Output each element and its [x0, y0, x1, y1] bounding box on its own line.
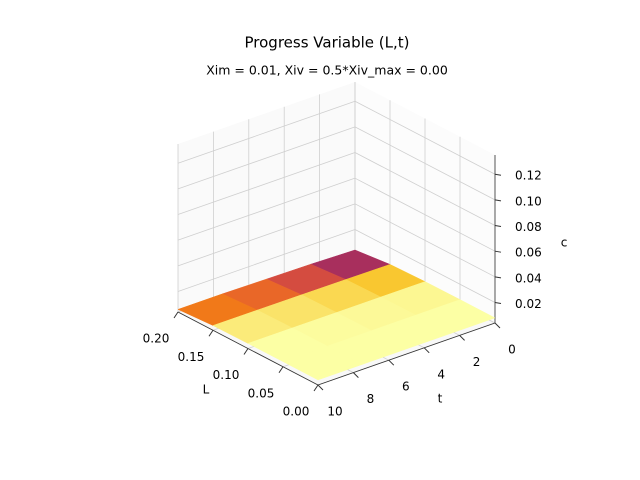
grid-line [354, 100, 496, 175]
x-axis-label: L [203, 383, 210, 397]
y-axis-line [317, 322, 496, 386]
x-tick-label: 0.10 [213, 368, 240, 382]
grid-line [354, 177, 496, 252]
z-tick-label: 0.10 [515, 194, 542, 208]
z-tick-label: 0.02 [515, 297, 542, 311]
z-tick [494, 225, 502, 228]
z-tick [494, 173, 502, 176]
y-tick [459, 335, 465, 341]
x-tick [208, 329, 214, 337]
x-tick [313, 384, 319, 392]
z-tick [494, 250, 502, 253]
grid-line [177, 203, 356, 267]
left-pane [178, 82, 355, 312]
grid-line [177, 177, 356, 241]
y-tick [423, 347, 430, 354]
x-tick-label: 0.15 [178, 350, 205, 364]
y-tick-label: 10 [327, 405, 342, 419]
z-tick-label: 0.12 [515, 169, 542, 183]
chart-subtitle: Xim = 0.01, Xiv = 0.5*Xiv_max = 0.00 [206, 63, 448, 78]
y-tick-label: 8 [367, 392, 375, 406]
grid-line [354, 203, 496, 278]
x-tick-label: 0.20 [143, 332, 170, 346]
z-tick [494, 199, 502, 202]
y-tick [388, 359, 395, 366]
grid-line [354, 152, 496, 226]
x-tick [278, 366, 284, 374]
grid-line [354, 126, 496, 201]
grid-line [177, 126, 356, 190]
z-tick [494, 301, 502, 304]
grid-line [177, 152, 356, 215]
x-tick [173, 311, 179, 319]
z-tick [494, 276, 502, 279]
chart-title: Progress Variable (L,t) [245, 34, 410, 52]
y-tick-label: 4 [437, 367, 445, 381]
grid-line [177, 100, 356, 164]
x-tick-label: 0.05 [248, 386, 275, 400]
x-tick [243, 348, 249, 355]
y-tick [494, 322, 501, 329]
y-axis-label: t [438, 392, 443, 406]
grid-line [354, 229, 496, 303]
y-tick [353, 372, 359, 378]
grid-line [177, 229, 356, 292]
y-tick-label: 6 [402, 380, 410, 394]
z-tick-label: 0.04 [515, 271, 542, 285]
y-tick [317, 384, 324, 391]
z-axis-label: c [561, 236, 568, 250]
y-tick-label: 2 [473, 355, 481, 369]
z-tick-label: 0.08 [515, 220, 542, 234]
surface-patch [282, 345, 363, 381]
z-tick-label: 0.06 [515, 246, 542, 260]
y-tick-label: 0 [508, 343, 516, 357]
x-tick-label: 0.00 [283, 405, 310, 419]
